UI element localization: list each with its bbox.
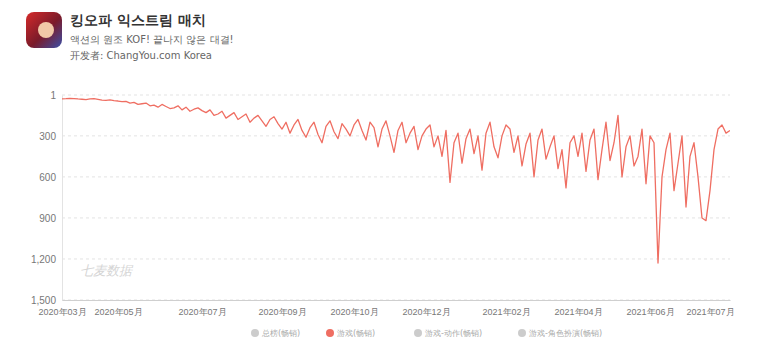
legend-swatch (414, 329, 422, 337)
x-tick: 2020年09月 (258, 300, 306, 317)
x-tick-label: 2020年10月 (330, 307, 378, 317)
x-tick: 2021年07月 (686, 300, 734, 317)
grid-line (62, 300, 730, 301)
legend-item: 游戏(畅销) (326, 329, 375, 338)
x-tick-label: 2020年09月 (258, 307, 306, 317)
x-tick: 2020年05月 (94, 300, 142, 317)
developer: 开发者: ChangYou.com Korea (70, 50, 212, 61)
app-icon (26, 12, 62, 48)
series-line (62, 98, 730, 263)
x-tick-label: 2020年03月 (38, 307, 86, 317)
y-tick: 1,200 (31, 254, 62, 265)
grid-line (62, 258, 730, 259)
legend-item: 游戏-角色扮演(畅销) (518, 329, 602, 338)
x-tick: 2020年07月 (178, 300, 226, 317)
subtitle: 액션의 원조 KOF! 끝나지 않은 대결! (70, 34, 234, 45)
grid-line (62, 217, 730, 218)
y-axis-line (62, 96, 63, 301)
x-axis-line (63, 300, 731, 301)
y-tick-label: 600 (39, 172, 56, 183)
legend-label: 游戏(畅销) (337, 329, 375, 338)
x-tick-label: 2020年12月 (402, 307, 450, 317)
legend-label: 总榜(畅销) (261, 329, 300, 338)
y-tick-label: 300 (39, 131, 56, 142)
legend: 总榜(畅销) 游戏(畅销) 游戏-动作(畅销) 游戏-角色扮演(畅销) (251, 329, 602, 338)
y-tick: 600 (39, 172, 62, 183)
grid-line (62, 176, 730, 177)
y-tick-label: 1,200 (31, 254, 56, 265)
legend-label: 游戏-角色扮演(畅销) (529, 329, 602, 338)
x-tick: 2020年12月 (402, 300, 450, 317)
x-tick-label: 2020年07月 (178, 307, 226, 317)
legend-item: 总榜(畅销) (251, 329, 300, 338)
legend-label: 游戏-动作(畅销) (425, 329, 482, 338)
x-tick-label: 2021年07月 (686, 307, 734, 317)
x-axis: 2020年03月 2020年05月 2020年07月 2020年09月 2020年10月… (38, 300, 734, 317)
y-tick: 1,500 (31, 295, 62, 306)
y-tick-label: 1 (50, 90, 56, 101)
x-tick-label: 2020年05月 (94, 307, 142, 317)
y-tick: 900 (39, 213, 62, 224)
grid-line (62, 95, 730, 96)
x-tick: 2020年03月 (38, 300, 86, 317)
title: 킹오파 익스트림 매치 (70, 12, 206, 28)
app-icon-face (38, 22, 54, 38)
x-tick-label: 2021年06月 (626, 307, 674, 317)
x-tick: 2020年10月 (330, 300, 378, 317)
y-axis: 1 300 600 900 1,200 1,500 (31, 90, 63, 306)
x-tick-label: 2021年04月 (554, 307, 602, 317)
grid (62, 95, 730, 300)
x-tick-label: 2021年02月 (482, 307, 530, 317)
y-tick: 1 (50, 90, 62, 101)
x-tick: 2021年06月 (626, 300, 674, 317)
legend-swatch (518, 329, 526, 337)
x-tick: 2021年02月 (482, 300, 530, 317)
y-tick: 300 (39, 131, 62, 142)
legend-item: 游戏-动作(畅销) (414, 329, 482, 338)
chart: 킹오파 익스트림 매치액션의 원조 KOF! 끝나지 않은 대결! 开发者: Ch… (0, 0, 776, 355)
y-tick-label: 900 (39, 213, 56, 224)
legend-swatch (326, 329, 334, 337)
watermark: 七麦数据 (80, 263, 134, 278)
x-tick: 2021年04月 (554, 300, 602, 317)
plot-area (62, 98, 730, 263)
legend-swatch (251, 329, 259, 337)
y-tick-label: 1,500 (31, 295, 56, 306)
